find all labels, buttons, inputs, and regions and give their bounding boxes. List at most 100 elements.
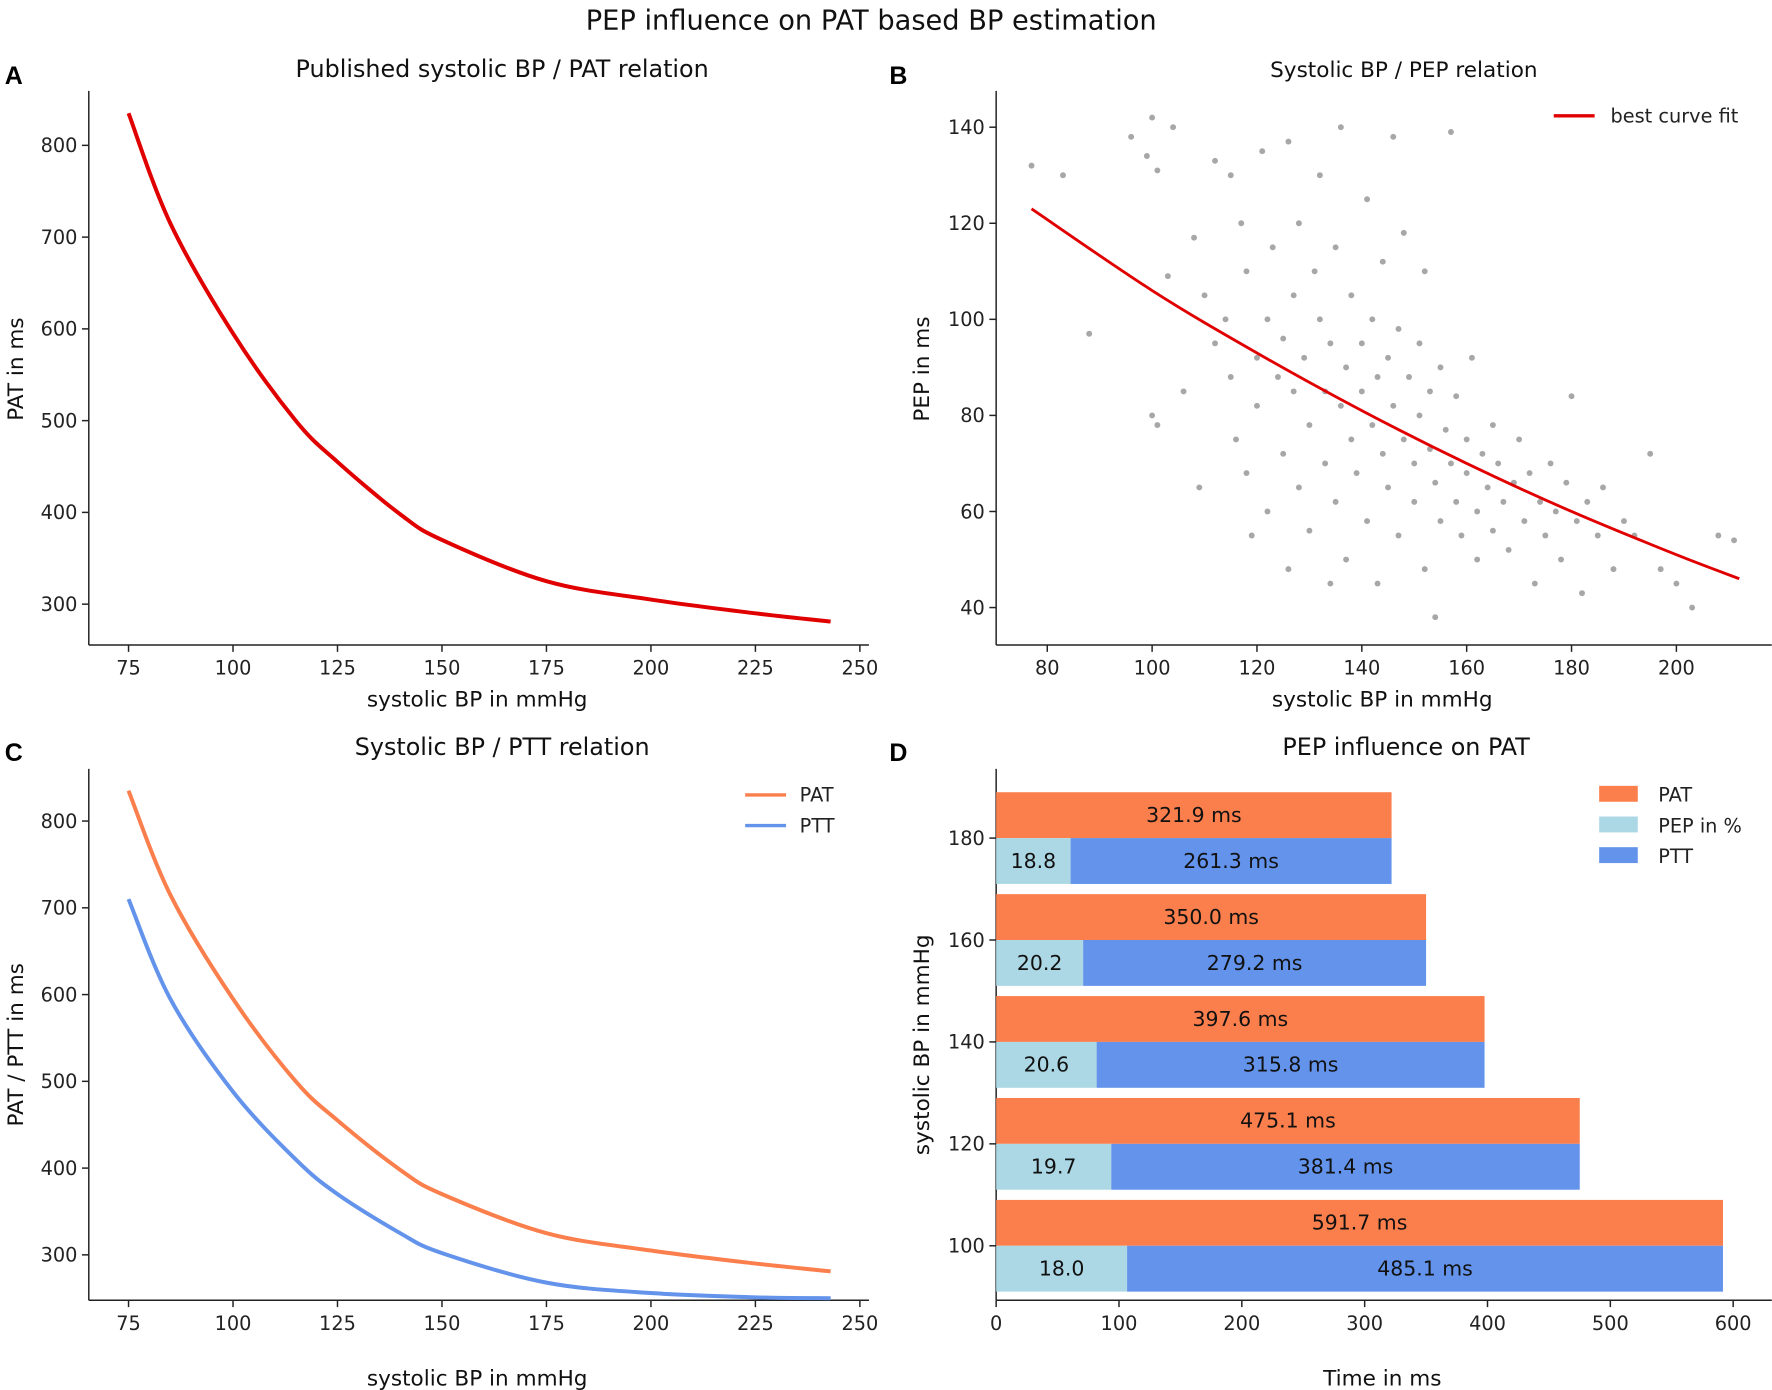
panel-b-scatter-point (1264, 316, 1271, 323)
panel-d-bar-label-pep: 18.8 (1011, 849, 1057, 873)
panel-b-scatter-point (1427, 388, 1433, 395)
panel-b-scatter-point (1479, 450, 1486, 457)
panel-c-y-tick-label: 700 (41, 897, 78, 920)
panel-b-scatter-point (1280, 335, 1287, 342)
panel-b-scatter-point (1489, 527, 1496, 534)
panel-b-scatter-point (1673, 580, 1680, 587)
panel-b-x-tick-label: 160 (1448, 657, 1485, 680)
panel-b-scatter-point (1343, 556, 1350, 563)
panel-b-scatter-point (1421, 268, 1428, 275)
panel-b-scatter-point (1128, 133, 1135, 140)
panel-d-x-tick-label: 200 (1223, 1312, 1260, 1335)
panel-b-scatter-point (1521, 518, 1528, 525)
panel-b-scatter-point (1453, 393, 1460, 400)
panel-b-y-tick-label: 40 (960, 596, 985, 619)
panel-c-x-tick-label: 250 (841, 1312, 878, 1335)
panel-d-y-tick-label: 140 (948, 1031, 985, 1054)
panel-b-scatter-point (1316, 172, 1323, 179)
panel-b-scatter-point (1432, 479, 1439, 486)
panel-c-x-tick-label: 175 (528, 1312, 565, 1335)
panel-b-scatter-point (1463, 436, 1470, 443)
panel-b-x-tick-label: 140 (1343, 657, 1380, 680)
panel-d-bar-pep (996, 940, 1084, 986)
legend-label-ptt: PTT (1658, 845, 1693, 868)
panel-b-scatter-point (1154, 167, 1161, 174)
legend-swatch-pep (1599, 816, 1638, 833)
panel-b-scatter-point (1474, 556, 1481, 563)
panel-a-x-tick-label: 125 (319, 657, 356, 680)
panel-d-bar-label-pat: 350.0 ms (1163, 905, 1259, 929)
panel-b-scatter-point (1306, 527, 1313, 534)
panel-b-scatter-point (1290, 292, 1297, 299)
panel-b-scatter-point (1468, 354, 1475, 361)
panel-b-scatter-point (1500, 498, 1507, 505)
panel-b-scatter-point (1259, 148, 1266, 155)
panel-d-bar-label-ptt: 381.4 ms (1298, 1155, 1394, 1179)
panel-b-scatter-point (1379, 450, 1386, 457)
panel-d-bar-label-pep: 19.7 (1031, 1155, 1077, 1179)
panel-b-scatter-point (1348, 436, 1355, 443)
panel-d-bar-pat (996, 894, 1427, 941)
panel-b-scatter-point (1731, 537, 1738, 544)
panel-b-scatter-point (1390, 402, 1397, 409)
panel-b-scatter-point (1086, 330, 1093, 337)
panel-d-title: PEP influence on PAT (1282, 733, 1530, 761)
panel-a-x-tick-label: 250 (841, 657, 878, 680)
panel-b-scatter-point (1311, 268, 1318, 275)
panel-b-x-tick-label: 100 (1134, 657, 1171, 680)
panel-d-bar-label-ptt: 261.3 ms (1183, 849, 1279, 873)
panel-b-ylabel: PEP in ms (910, 316, 935, 421)
panel-b-scatter-point (1353, 470, 1360, 477)
panel-d-bar-pat (996, 1199, 1723, 1246)
panel-b-scatter-point (1222, 316, 1229, 323)
panel-b-scatter-point (1474, 508, 1481, 515)
panel-b-scatter-point (1400, 436, 1407, 443)
legend-swatch-pat (1599, 785, 1638, 802)
panel-b-scatter-point (1322, 460, 1329, 467)
panel-c-y-tick-label: 400 (41, 1157, 78, 1180)
chart-marks: 75 100 125 150 175 200 225 25030040050060070080… (41, 90, 1772, 1335)
panel-b-scatter-point (1526, 470, 1533, 477)
panel-b-scatter-point (1227, 172, 1234, 179)
panel-b-scatter-point (1274, 374, 1281, 380)
panel-b-scatter-point (1458, 532, 1465, 539)
panel-d-x-tick-label: 300 (1346, 1312, 1383, 1335)
panel-b-scatter-point (1437, 518, 1444, 525)
panel-b-scatter-point (1327, 340, 1334, 347)
panel-b-scatter-point (1364, 518, 1371, 525)
panel-b-scatter-point (1432, 614, 1439, 621)
panel-d-bar-label-pat: 475.1 ms (1240, 1109, 1336, 1133)
panel-b-y-tick-label: 140 (948, 116, 985, 139)
panel-b-scatter-point (1180, 388, 1187, 395)
legend-label-pat: PAT (800, 784, 834, 807)
panel-a-series-curve (126, 112, 831, 624)
panel-b-scatter-point (1563, 479, 1570, 486)
panel-d-bar-ptt (1083, 940, 1427, 986)
panel-d-x-tick-label: 100 (1101, 1312, 1138, 1335)
panel-b-scatter-point (1212, 157, 1218, 164)
panel-b-scatter-point (1411, 498, 1418, 505)
panel-b-scatter-point (1238, 220, 1245, 227)
panel-b-scatter-point (1447, 460, 1454, 467)
panel-b-scatter-point (1505, 546, 1512, 553)
panel-d-bar-pat (996, 1097, 1580, 1144)
panel-b-scatter-point (1715, 532, 1722, 539)
panel-b-scatter-point (1332, 498, 1339, 505)
panel-d-bar-label-pat: 397.6 ms (1193, 1007, 1289, 1031)
panel-b-x-tick-label: 180 (1553, 657, 1590, 680)
panel-d-bar-pep (996, 1245, 1128, 1292)
panel-b-scatter-point (1358, 388, 1365, 395)
panel-c-y-tick-label: 300 (41, 1244, 78, 1267)
panel-b-scatter-point (1542, 532, 1549, 539)
panel-b-scatter-point (1248, 532, 1255, 539)
panel-d-legend: PAT PEP in % PTT (1599, 784, 1742, 868)
panel-a-x-tick-label: 150 (424, 657, 461, 680)
panel-b-scatter-point (1332, 244, 1339, 251)
panel-d-bar-ptt (1111, 1143, 1580, 1190)
panel-c-legend: PAT PTT (745, 784, 835, 837)
panel-b-scatter-point (1610, 566, 1617, 573)
panel-a-x-tick-label: 225 (737, 657, 774, 680)
panel-b-scatter-point (1233, 436, 1239, 443)
panel-b-scatter-point (1316, 316, 1323, 323)
